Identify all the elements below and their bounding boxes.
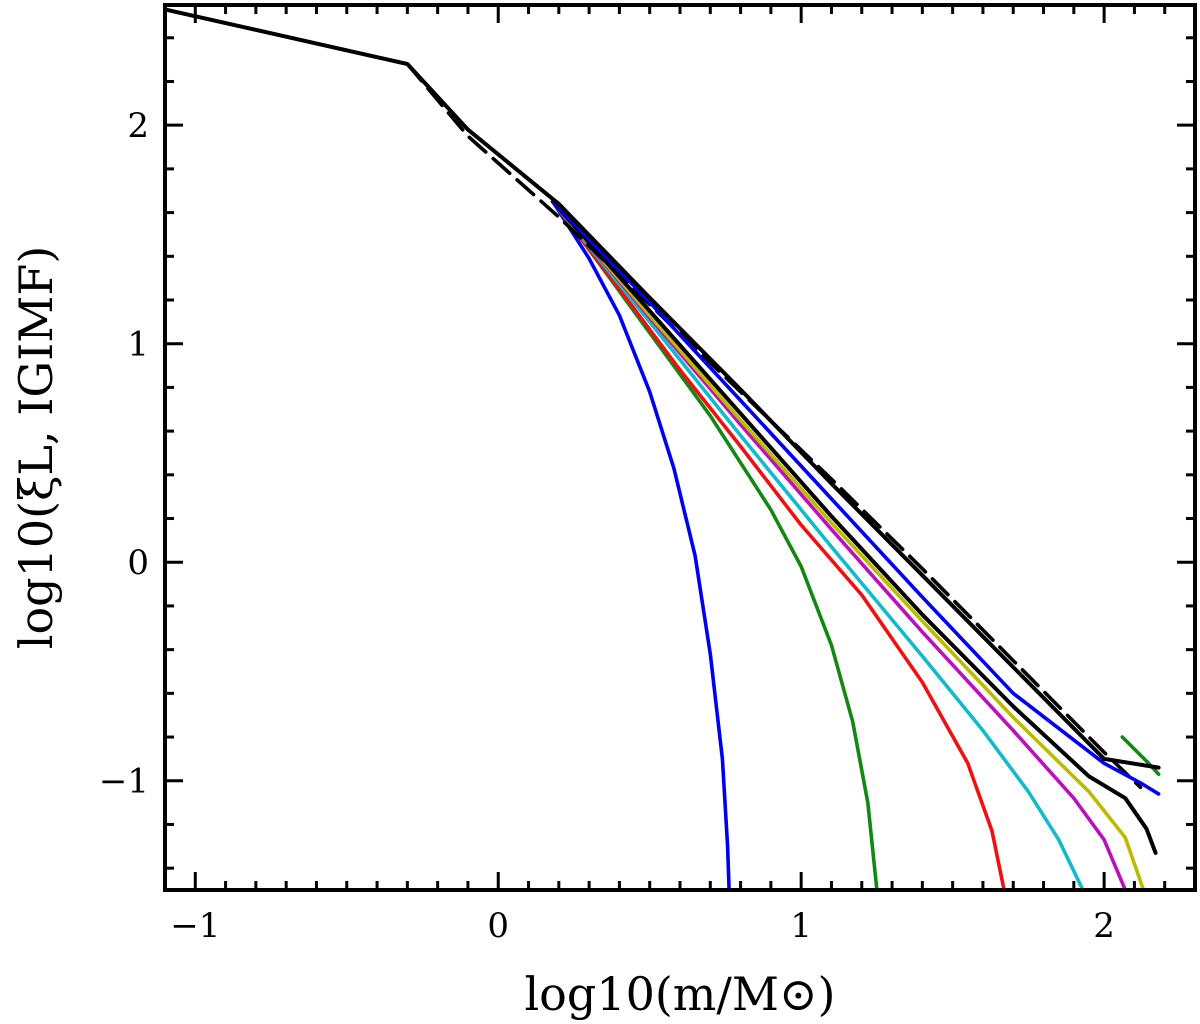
y-tick-label: 2 — [127, 106, 149, 146]
series-line-10 — [1120, 735, 1161, 776]
y-tick-label: 0 — [127, 543, 149, 583]
series-line-6 — [551, 199, 1146, 890]
series-line-7 — [550, 199, 1158, 855]
y-axis-label: log10(ξL, IGIMF) — [9, 246, 63, 650]
plot-frame — [163, 3, 1197, 892]
y-tick-label: 1 — [127, 325, 149, 365]
series-line-9 — [551, 199, 1161, 796]
x-tick-label: 2 — [1093, 906, 1115, 946]
x-tick-label: 0 — [487, 906, 509, 946]
series-layer — [165, 7, 1161, 890]
series-line-4 — [551, 199, 1085, 890]
series-line-2 — [551, 199, 879, 890]
y-tick-label: −1 — [99, 762, 149, 802]
x-tick-label: 1 — [790, 906, 812, 946]
x-axis-label: log10(m/M⊙) — [524, 967, 835, 1021]
series-line-3 — [551, 199, 1006, 890]
series-line-11 — [165, 7, 1161, 770]
series-line-5 — [551, 199, 1128, 890]
x-tick-label: −1 — [170, 906, 220, 946]
tick-layer: −1 0 1 2 −1 0 1 2 — [99, 5, 1197, 946]
series-line-1 — [551, 199, 731, 890]
